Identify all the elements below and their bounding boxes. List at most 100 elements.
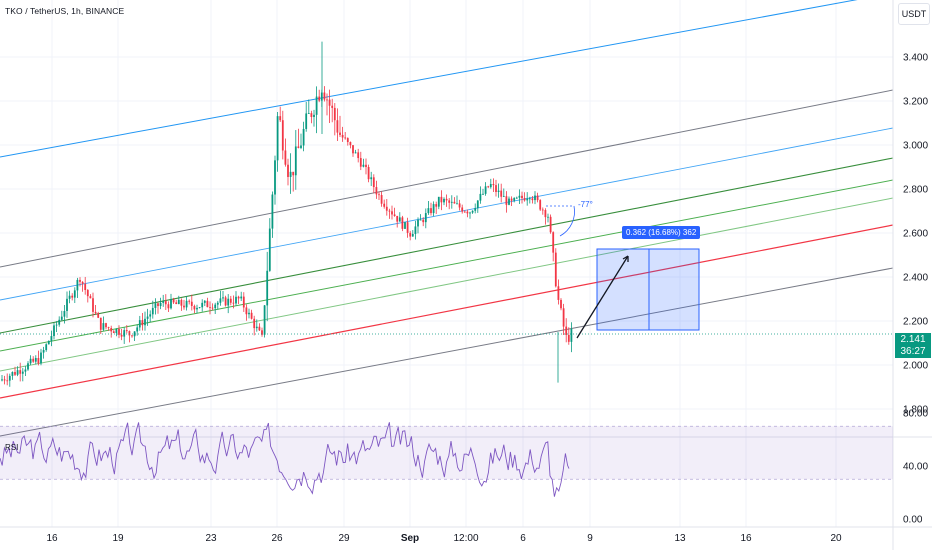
candle-body xyxy=(76,279,79,291)
candle-body xyxy=(115,328,118,334)
candle-body xyxy=(123,330,126,337)
time-label: 16 xyxy=(740,533,752,544)
current-price-badge: 2.141 xyxy=(895,333,931,346)
candle-body xyxy=(154,303,157,308)
time-label: 19 xyxy=(112,533,124,544)
candle-body xyxy=(443,198,445,203)
candle-body xyxy=(203,300,206,303)
candle-body xyxy=(547,216,549,218)
candle-body xyxy=(326,99,328,101)
candle-body xyxy=(183,305,185,308)
candle-body xyxy=(307,113,310,114)
candle-body xyxy=(554,252,557,287)
candle-body xyxy=(19,370,22,374)
candle-body xyxy=(128,331,131,336)
candle-body xyxy=(271,194,274,229)
candle-body xyxy=(261,330,263,335)
candle-body xyxy=(409,232,412,237)
candle-body xyxy=(211,307,214,309)
candle-body xyxy=(380,195,383,204)
candle-body xyxy=(372,177,375,188)
candle-body xyxy=(505,196,508,205)
candle-body xyxy=(313,114,315,117)
candle-body xyxy=(495,185,497,192)
angle-label: -77° xyxy=(578,200,593,209)
candle-body xyxy=(357,152,360,159)
candle-body xyxy=(214,304,217,309)
candle-body xyxy=(557,286,560,300)
candle-body xyxy=(242,296,245,308)
candle-body xyxy=(336,120,339,133)
candle-body xyxy=(86,290,89,297)
time-label: 13 xyxy=(674,533,686,544)
candle-body xyxy=(159,302,162,307)
candle-body xyxy=(305,113,308,129)
candle-body xyxy=(458,203,461,208)
candle-body xyxy=(34,358,37,362)
candle-body xyxy=(68,295,71,299)
candle-body xyxy=(417,219,419,227)
time-label: 12:00 xyxy=(453,533,478,544)
candle-body xyxy=(235,296,237,304)
candle-body xyxy=(513,197,516,201)
candle-body xyxy=(40,352,42,364)
rsi-tick-label: 40.00 xyxy=(903,462,928,473)
candle-body xyxy=(29,358,32,364)
time-label: 9 xyxy=(587,533,593,544)
candle-body xyxy=(216,302,219,305)
candle-body xyxy=(21,371,24,374)
candle-body xyxy=(193,305,196,310)
candle-body xyxy=(133,331,136,337)
measure-label[interactable]: 0.362 (16.68%) 362 xyxy=(622,226,701,239)
rsi-band xyxy=(0,426,893,480)
time-label: 16 xyxy=(46,533,58,544)
candle-body xyxy=(201,302,204,308)
candle-body xyxy=(79,279,81,282)
candle-body xyxy=(8,375,11,381)
channel-line-0 xyxy=(0,0,858,158)
candle-body xyxy=(73,290,76,298)
candle-body xyxy=(570,328,573,342)
candle-body xyxy=(42,350,45,353)
channel-line-1 xyxy=(0,89,894,268)
candle-body xyxy=(414,226,417,234)
candle-body xyxy=(224,297,227,306)
candle-body xyxy=(105,323,107,328)
currency-button[interactable]: USDT xyxy=(898,3,930,25)
candle-body xyxy=(541,209,544,211)
candle-body xyxy=(222,297,224,299)
candle-body xyxy=(497,190,500,192)
candle-body xyxy=(411,233,414,237)
candle-body xyxy=(190,301,193,306)
channel-line-5 xyxy=(0,197,894,372)
candle-body xyxy=(97,313,100,318)
candle-body xyxy=(258,326,261,331)
candle-body xyxy=(53,325,55,337)
candle-body xyxy=(404,222,406,229)
channel-line-6 xyxy=(0,224,894,399)
candle-body xyxy=(112,331,115,334)
candle-body xyxy=(424,213,427,223)
candle-body xyxy=(500,190,503,197)
candle-body xyxy=(526,198,529,201)
candle-body xyxy=(536,195,539,201)
candle-body xyxy=(37,358,40,364)
candle-body xyxy=(1,379,3,381)
candle-body xyxy=(528,198,531,200)
candle-body xyxy=(276,116,279,161)
candle-body xyxy=(391,211,393,215)
time-label: 6 xyxy=(520,533,526,544)
projection-arrow xyxy=(576,255,629,339)
candle-body xyxy=(287,164,289,177)
candle-body xyxy=(302,128,305,146)
candle-body xyxy=(107,327,110,329)
projection-arrowhead xyxy=(622,255,629,262)
candle-body xyxy=(294,146,297,176)
candle-body xyxy=(198,307,201,309)
candle-body xyxy=(297,146,300,148)
candle-body xyxy=(445,198,448,201)
rsi-line xyxy=(0,422,570,497)
candle-body xyxy=(125,330,128,332)
candle-body xyxy=(255,326,258,329)
